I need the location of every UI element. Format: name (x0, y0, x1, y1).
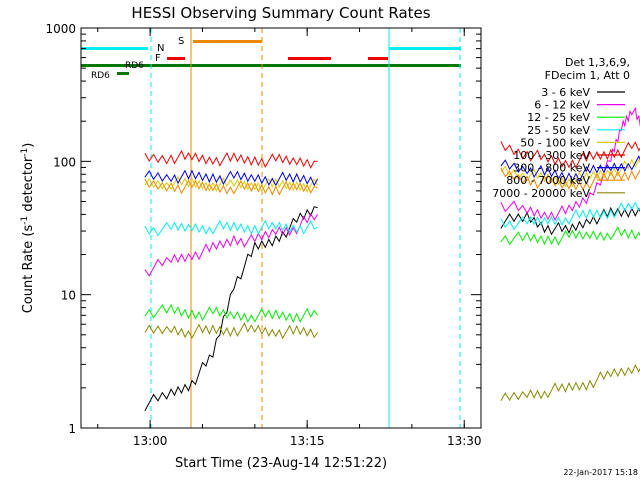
nighttime-flag-bar-2 (389, 47, 461, 50)
series-line-5-seg2 (500, 141, 640, 169)
y-tick-label-0: 1 (68, 422, 76, 436)
legend-header-line-2: FDecim 1, Att 0 (545, 69, 630, 82)
series-line-8-seg1 (144, 322, 319, 340)
series-line-3-seg1 (144, 219, 318, 237)
flare-flag-bar-3 (368, 57, 388, 60)
legend: Det 1,3,6,9, FDecim 1, Att 0 3 - 6 keV6 … (492, 56, 630, 200)
legend-label-2: 12 - 25 keV (527, 111, 590, 124)
series-line-5-seg1 (144, 149, 318, 169)
flare-flag-bar-2 (288, 57, 331, 60)
y-axis-label: Count Rate (s-1 detector-1) (20, 143, 36, 314)
y-label-sup1: -1 (20, 216, 30, 225)
legend-label-5: 100 - 300 keV (513, 149, 590, 162)
chart-title: HESSI Observing Summary Count Rates (131, 4, 430, 22)
y-label-sup2: -1 (20, 148, 30, 157)
plot-frame (80, 27, 482, 429)
flag-label-rd-main: RD6 (125, 61, 144, 71)
marker-lines (80, 28, 461, 428)
x-axis-label: Start Time (23-Aug-14 12:51:22) (175, 456, 387, 471)
series-line-2-seg1 (144, 303, 319, 323)
legend-label-0: 3 - 6 keV (541, 86, 590, 99)
x-tick-label-1: 13:15 (290, 434, 325, 448)
legend-label-8: 7000 - 20000 keV (492, 187, 590, 200)
y-tick-label-1: 10 (61, 289, 76, 303)
series-line-0-seg1 (144, 206, 318, 412)
y-label-part1: Count Rate (s (21, 225, 36, 314)
legend-label-6: 300 - 800 keV (513, 162, 590, 175)
y-label-part3: ) (21, 143, 36, 148)
rd-flag-bar-short (117, 72, 129, 75)
x-tick-label-0: 13:00 (133, 434, 168, 448)
flag-label-s: S (178, 36, 184, 47)
flag-layer: N S F RD6 RD6 (81, 36, 461, 81)
rd-flag-bar-main (81, 64, 461, 67)
generation-timestamp: 22-Jan-2017 15:18 (563, 468, 638, 477)
saa-flag-bar (193, 40, 262, 43)
nighttime-flag-bar (81, 47, 148, 50)
series-line-2-seg2 (500, 226, 640, 246)
series-line-8-seg2 (500, 364, 640, 402)
y-label-part2: detector (21, 156, 36, 216)
series-line-1-seg2 (500, 106, 640, 222)
series-line-7-seg1 (144, 178, 318, 196)
series-line-1-seg1 (144, 212, 319, 277)
flag-label-f: F (155, 53, 161, 64)
axis-layer: 13:00 13:15 13:30 1 10 100 1000 (45, 22, 481, 448)
legend-label-3: 25 - 50 keV (527, 124, 590, 137)
y-tick-label-2: 100 (53, 155, 76, 169)
series-line-7-seg2 (500, 167, 640, 191)
series-layer (144, 106, 640, 412)
legend-header-line-1: Det 1,3,6,9, (565, 56, 630, 69)
legend-label-7: 800 - 7000 keV (506, 174, 590, 187)
series-line-3-seg2 (500, 201, 640, 231)
series-line-6-seg1 (144, 169, 319, 187)
y-tick-label-3: 1000 (45, 22, 76, 36)
series-line-4-seg1 (144, 175, 319, 193)
series-line-4-seg2 (500, 158, 640, 188)
flag-label-n: N (157, 43, 164, 54)
flag-label-rd6: RD6 (91, 71, 110, 81)
legend-label-4: 50 - 100 keV (520, 136, 590, 149)
series-line-0-seg2 (500, 206, 640, 236)
x-tick-label-2: 13:30 (447, 434, 482, 448)
legend-label-1: 6 - 12 keV (534, 99, 590, 112)
flare-flag-bar-1 (167, 57, 185, 60)
